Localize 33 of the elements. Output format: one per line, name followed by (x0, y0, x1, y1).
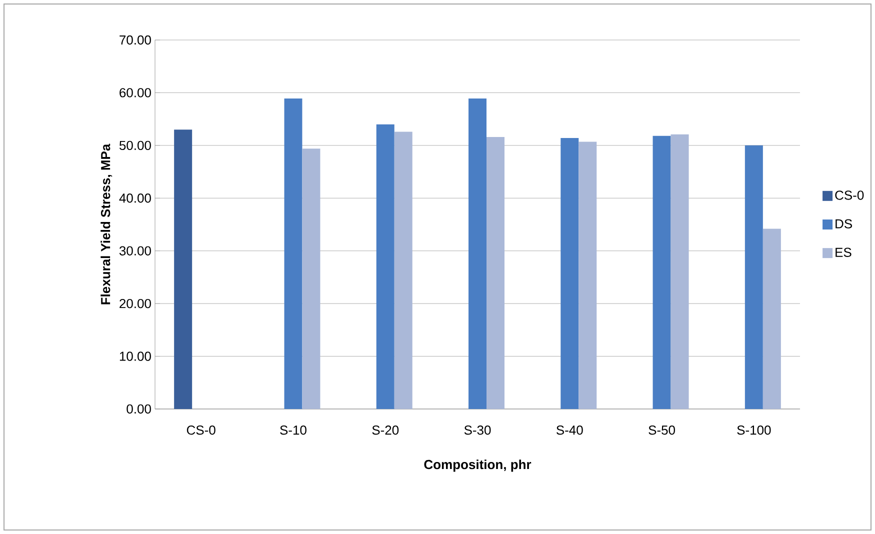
x-tick-label: S-50 (648, 426, 676, 435)
bar (560, 138, 579, 409)
bar (652, 136, 671, 409)
bar (302, 148, 320, 409)
x-tick-label: S-10 (280, 426, 306, 435)
bar (744, 145, 763, 409)
bar (486, 136, 504, 409)
legend-label: ES (836, 248, 852, 257)
bar (174, 130, 192, 409)
x-tick-label: S-100 (737, 426, 771, 435)
y-tick-label: 0.00 (126, 404, 151, 414)
y-tick-label: 50.00 (119, 140, 151, 150)
x-tick-label: CS-0 (186, 426, 216, 435)
x-axis-title: Composition, phr (424, 460, 532, 472)
bar (468, 98, 486, 409)
x-tick-label: S-40 (556, 426, 583, 435)
y-axis-title: Flexural Yield Stress, MPa (100, 144, 112, 304)
y-tick-label: 60.00 (120, 88, 151, 98)
y-tick-label: 40.00 (119, 194, 151, 203)
bar (578, 142, 597, 409)
y-tick-label: 20.00 (120, 298, 151, 308)
bar (394, 132, 412, 409)
legend-label: DS (836, 219, 852, 228)
legend-label: CS-0 (835, 190, 864, 200)
x-tick-label: S-20 (372, 426, 399, 435)
bar (376, 124, 394, 409)
bar (762, 228, 781, 409)
x-tick-label: S-30 (464, 426, 491, 435)
bar (670, 134, 689, 409)
y-tick-label: 30.00 (119, 246, 151, 256)
bar (284, 98, 302, 409)
y-tick-label: 70.00 (120, 35, 151, 45)
y-tick-label: 10.00 (120, 352, 151, 361)
